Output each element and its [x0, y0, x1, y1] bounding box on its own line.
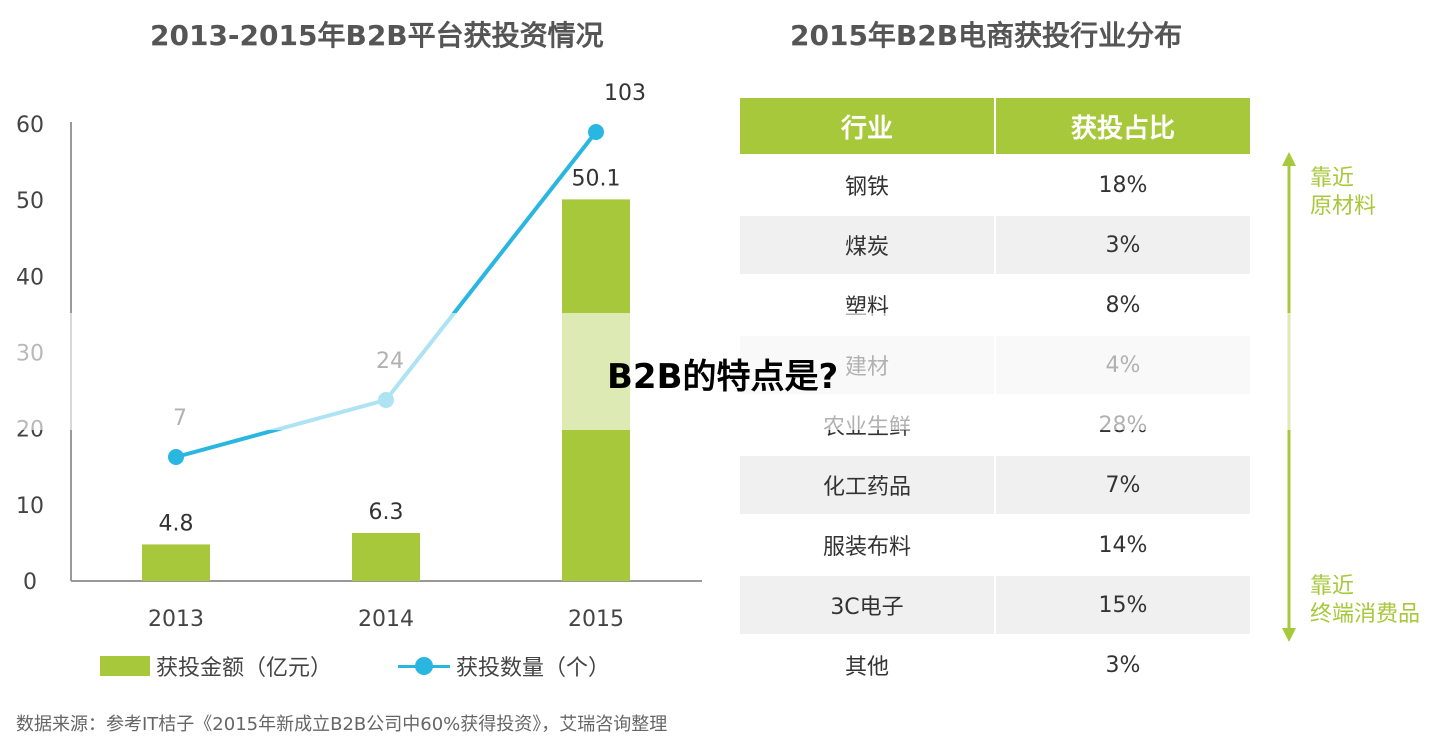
share-cell: 18%: [995, 154, 1250, 215]
right-table-title: 2015年B2B电商获投行业分布: [790, 19, 1183, 52]
table-row: 钢铁 18%: [740, 154, 1250, 215]
industry-cell: 煤炭: [740, 214, 996, 275]
count-line: [175, 130, 598, 459]
arrow-part: [1282, 152, 1296, 166]
overlay-caption: B2B的特点是?: [607, 357, 839, 397]
table-row: 服装布料 14%: [740, 514, 1250, 575]
x-tick-label: 2014: [358, 607, 414, 632]
count-point: [588, 124, 604, 140]
left-chart-title: 2013-2015年B2B平台获投资情况: [150, 19, 604, 52]
arrow-part: [1282, 628, 1296, 642]
share-cell: 15%: [995, 574, 1250, 635]
table-row: 3C电子 15%: [740, 574, 1250, 635]
x-tick-label: 2015: [568, 607, 624, 632]
legend-bar-swatch: [100, 656, 150, 676]
industry-cell: 农业生鲜: [740, 394, 996, 455]
x-tick-label: 2013: [148, 607, 204, 632]
industry-cell: 其他: [740, 634, 996, 694]
bar-value-label: 4.8: [159, 511, 194, 536]
share-cell: 7%: [995, 454, 1250, 515]
y-tick-label: 30: [16, 342, 44, 367]
column-header-share: 获投占比: [995, 98, 1250, 155]
legend-count-label: 获投数量（个）: [456, 656, 611, 681]
bar: [142, 544, 210, 581]
y-tick-label: 60: [16, 113, 44, 138]
count-point: [168, 449, 184, 465]
y-tick-label: 40: [16, 265, 44, 290]
side-label-consumer-goods: 靠近 终端消费品: [1310, 574, 1421, 627]
bar-value-label: 50.1: [572, 166, 621, 191]
count-value-label: 103: [604, 81, 646, 106]
legend-count: 获投数量（个）: [398, 650, 610, 682]
source-note: 数据来源：参考IT桔子《2015年新成立B2B公司中60%获得投资》，艾瑞咨询整…: [16, 714, 668, 735]
bar: [352, 533, 420, 581]
industry-cell: 3C电子: [740, 574, 996, 635]
legend-amount-label: 获投金额（亿元）: [156, 656, 333, 681]
count-value-label: 7: [173, 406, 187, 431]
industry-cell: 化工药品: [740, 454, 996, 515]
side-label-raw-materials: 靠近 原材料: [1310, 166, 1377, 219]
y-tick-label: 10: [16, 494, 44, 519]
table-row: 农业生鲜 28%: [740, 394, 1250, 455]
y-tick-label: 20: [16, 418, 44, 443]
legend-amount: 获投金额（亿元）: [100, 650, 332, 682]
table-row: 化工药品 7%: [740, 454, 1250, 515]
bar-value-label: 6.3: [369, 500, 404, 525]
legend-line-swatch: [398, 656, 450, 676]
table-row: 其他 3%: [740, 634, 1250, 694]
industry-cell: 塑料: [740, 274, 996, 335]
share-cell: 3%: [995, 214, 1250, 275]
table-row: 煤炭 3%: [740, 214, 1250, 275]
industry-cell: 钢铁: [740, 154, 996, 215]
share-cell: 8%: [995, 274, 1250, 335]
share-cell: 4%: [995, 334, 1250, 395]
share-cell: 3%: [995, 634, 1250, 694]
count-point: [378, 392, 394, 408]
share-cell: 14%: [995, 514, 1250, 575]
column-header-industry: 行业: [740, 98, 996, 155]
table-row: 塑料 8%: [740, 274, 1250, 335]
industry-cell: 服装布料: [740, 514, 996, 575]
investment-chart: 0 10 20 30 40 50 60 4.8 6.3 50.1 2013 2014 2015 7 24 10…: [16, 81, 702, 632]
count-value-label: 24: [376, 349, 404, 374]
y-tick-label: 0: [23, 570, 37, 595]
double-arrow-icon: [1282, 152, 1296, 642]
share-cell: 28%: [995, 394, 1250, 455]
y-tick-label: 50: [16, 189, 44, 214]
